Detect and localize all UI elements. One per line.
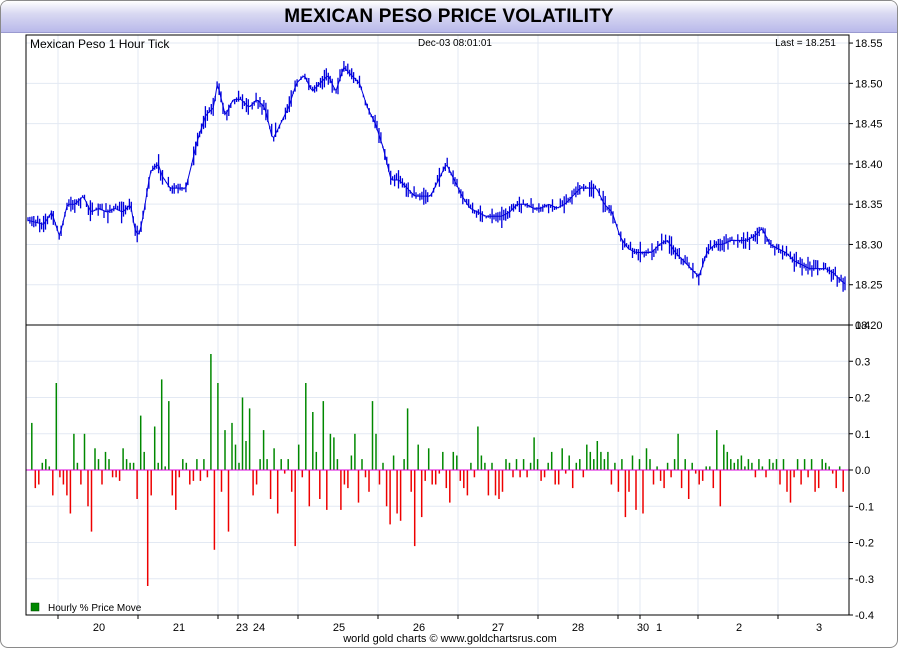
vol-y-tick-label: -0.4 <box>855 610 874 622</box>
vol-y-tick-label: 0.1 <box>855 429 870 441</box>
page-title: MEXICAN PESO PRICE VOLATILITY <box>284 5 614 27</box>
vol-y-tick-label: 0.0 <box>855 465 870 477</box>
x-tick-label: 24 <box>253 622 265 634</box>
x-tick-label: 23 <box>236 622 248 634</box>
footer-credit: world gold charts © www.goldchartsrus.co… <box>343 633 557 645</box>
x-tick-label: 27 <box>492 622 504 634</box>
vol-y-tick-label: -0.3 <box>855 574 874 586</box>
price-y-tick-label: 18.25 <box>855 280 883 292</box>
legend-swatch <box>30 602 40 612</box>
vol-y-tick-label: -0.2 <box>855 538 874 550</box>
vol-y-tick-label: 0.2 <box>855 393 870 405</box>
last-price-label: Last = 18.251 <box>775 38 836 49</box>
price-y-tick-label: 18.45 <box>855 119 883 131</box>
x-tick-label: 20 <box>93 622 105 634</box>
vol-y-tick-label: -0.1 <box>855 501 874 513</box>
price-y-tick-label: 18.40 <box>855 159 883 171</box>
title-bar: MEXICAN PESO PRICE VOLATILITY <box>1 1 897 33</box>
price-y-tick-label: 18.50 <box>855 78 883 90</box>
price-y-tick-label: 18.30 <box>855 239 883 251</box>
vol-y-tick-label: 0.4 <box>855 320 870 332</box>
price-y-tick-label: 18.35 <box>855 199 883 211</box>
vol-y-tick-label: 0.3 <box>855 356 870 368</box>
x-tick-label: 21 <box>173 622 185 634</box>
x-tick-label: 26 <box>413 622 425 634</box>
x-tick-label: 2 <box>736 622 742 634</box>
x-tick-label: 25 <box>333 622 345 634</box>
x-tick-label: 3 <box>816 622 822 634</box>
x-tick-label: 30 <box>637 622 649 634</box>
price-series <box>27 61 846 292</box>
price-y-tick-label: 18.55 <box>855 38 883 50</box>
price-y-tick-label: 18.20 <box>855 320 883 332</box>
timestamp-label: Dec-03 08:01:01 <box>418 38 492 49</box>
legend-label: Hourly % Price Move <box>48 603 142 614</box>
price-panel-title: Mexican Peso 1 Hour Tick <box>30 37 170 51</box>
x-tick-label: 1 <box>656 622 662 634</box>
x-tick-label: 28 <box>572 622 584 634</box>
price-line <box>27 66 846 285</box>
